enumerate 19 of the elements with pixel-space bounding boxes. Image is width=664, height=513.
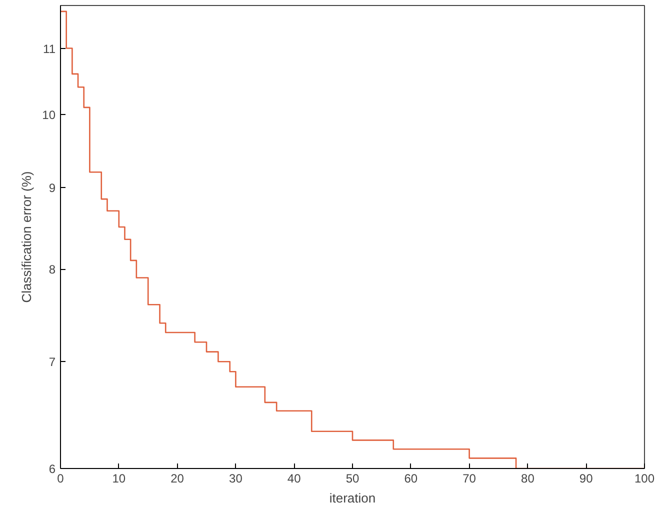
x-tick-label: 20 — [170, 472, 184, 486]
x-tick-label: 90 — [579, 472, 594, 486]
y-tick-label: 6 — [48, 462, 56, 476]
y-tick-label: 8 — [48, 262, 56, 277]
y-tick-label: 7 — [48, 355, 56, 370]
y-axis-title: Classification error (%) — [19, 171, 34, 303]
y-tick-label: 10 — [42, 108, 56, 122]
x-tick-label: 0 — [57, 472, 64, 486]
x-tick-label: 40 — [287, 472, 302, 486]
y-tick-label: 11 — [43, 42, 56, 56]
y-tick-label: 9 — [48, 180, 56, 195]
x-tick-label: 80 — [521, 472, 535, 486]
x-axis-title: iteration — [329, 490, 376, 506]
x-tick-label: 30 — [229, 472, 243, 486]
x-tick-label: 60 — [404, 472, 418, 486]
x-tick-label: 100 — [634, 472, 655, 486]
x-tick-label: 50 — [346, 472, 360, 486]
x-tick-label: 70 — [462, 472, 476, 486]
x-tick-label: 10 — [112, 472, 126, 486]
